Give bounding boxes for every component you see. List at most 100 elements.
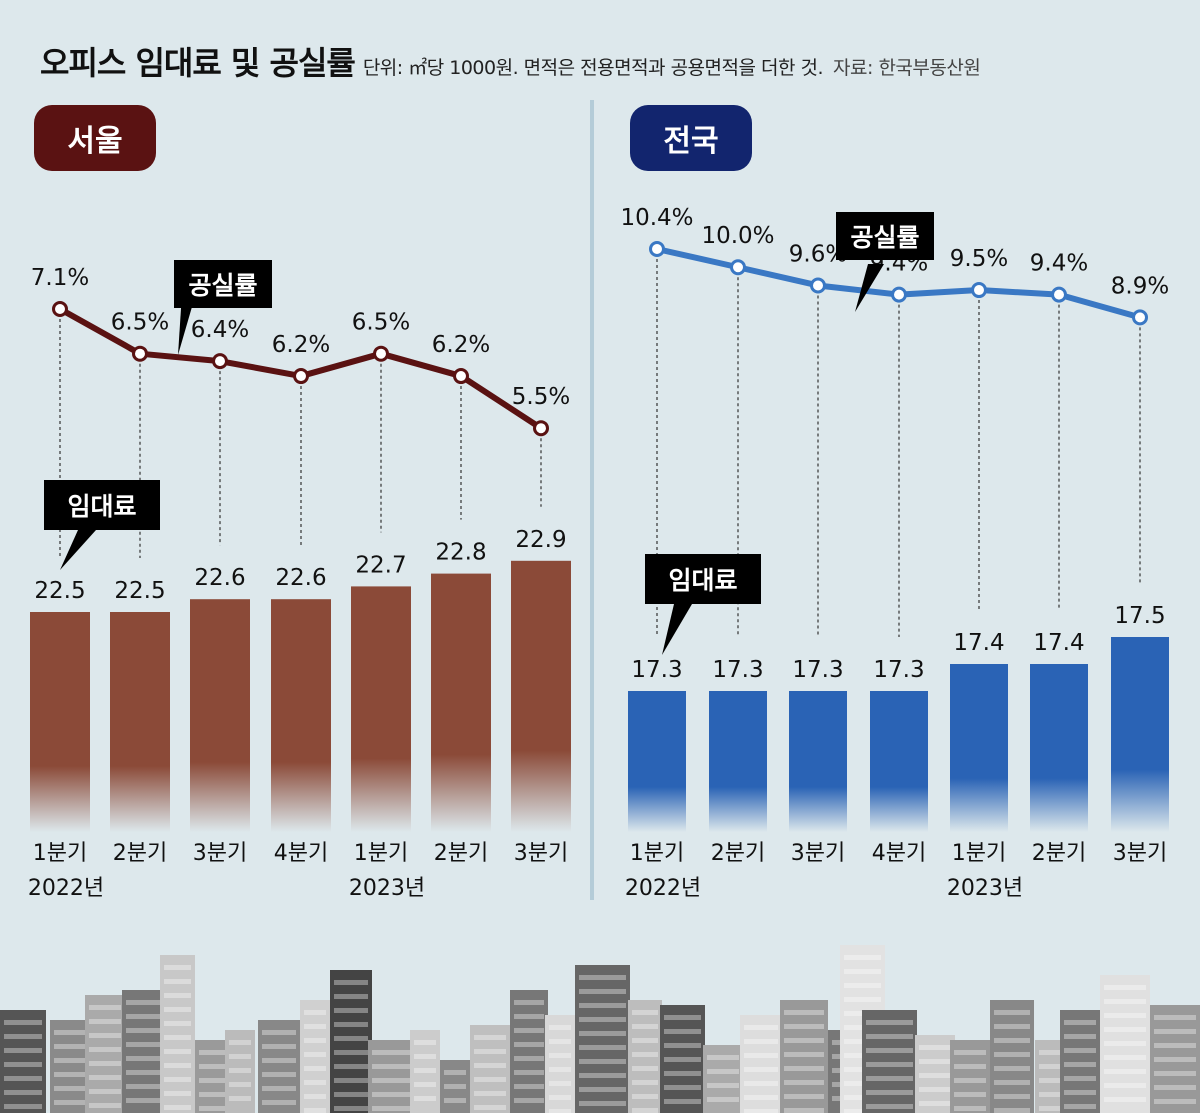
skyline-window-row — [514, 1028, 544, 1033]
rent-value-label: 22.5 — [34, 578, 85, 604]
quarter-tick-label: 1분기 — [33, 841, 87, 866]
skyline-window-row — [1154, 1085, 1196, 1090]
skyline-window-row — [89, 1061, 121, 1066]
skyline-window-row — [304, 1024, 326, 1029]
skyline-building — [990, 1000, 1034, 1113]
skyline-window-row — [579, 975, 626, 980]
skyline-window-row — [4, 1104, 42, 1109]
skyline-building — [410, 1030, 440, 1113]
city-skyline-illustration — [0, 945, 1200, 1113]
skyline-window-row — [1039, 1064, 1061, 1069]
skyline-window-row — [4, 1062, 42, 1067]
skyline-window-row — [1104, 999, 1146, 1004]
skyline-window-row — [1154, 1029, 1196, 1034]
skyline-window-row — [199, 1064, 225, 1069]
skyline-window-row — [866, 1048, 913, 1053]
skyline-window-row — [474, 1035, 506, 1040]
callout-pointer — [855, 264, 884, 312]
vacancy-point — [212, 353, 228, 370]
skyline-window-row — [164, 1021, 191, 1026]
vacancy-value-label: 9.5% — [950, 246, 1008, 272]
rent-bar — [1030, 664, 1088, 832]
skyline-window-row — [579, 1101, 626, 1106]
skyline-window-row — [1064, 1104, 1096, 1109]
vacancy-value-label: 6.2% — [432, 332, 490, 358]
skyline-window-row — [1154, 1071, 1196, 1076]
quarter-tick-label: 4분기 — [872, 841, 926, 866]
skyline-window-row — [549, 1067, 571, 1072]
skyline-window-row — [164, 1007, 191, 1012]
vacancy-point — [373, 345, 389, 362]
skyline-building — [160, 955, 195, 1113]
rent-value-label: 22.8 — [435, 540, 486, 566]
skyline-window-row — [866, 1020, 913, 1025]
skyline-window-row — [579, 1087, 626, 1092]
skyline-window-row — [4, 1034, 42, 1039]
vacancy-callout-box — [174, 260, 272, 308]
skyline-window-row — [664, 1057, 701, 1062]
year-tick-label: 2023년 — [349, 876, 425, 901]
rent-bar — [628, 691, 686, 832]
quarter-tick-label: 1분기 — [630, 841, 684, 866]
skyline-window-row — [304, 1108, 326, 1113]
vacancy-value-label: 6.5% — [111, 310, 169, 336]
skyline-window-row — [664, 1071, 701, 1076]
quarter-tick-label: 3분기 — [1113, 841, 1167, 866]
skyline-window-row — [1064, 1048, 1096, 1053]
skyline-window-row — [632, 1038, 658, 1043]
skyline-window-row — [4, 1020, 42, 1025]
skyline-window-row — [1154, 1015, 1196, 1020]
skyline-window-row — [1104, 1027, 1146, 1032]
skyline-window-row — [126, 1070, 170, 1075]
quarter-tick-label: 4분기 — [274, 841, 328, 866]
skyline-building — [660, 1005, 705, 1113]
skyline-window-row — [1039, 1078, 1061, 1083]
skyline-window-row — [54, 1086, 86, 1091]
rent-value-label: 22.9 — [515, 527, 566, 553]
quarter-tick-label: 3분기 — [193, 841, 247, 866]
skyline-window-row — [784, 1010, 824, 1015]
skyline-window-row — [1104, 1083, 1146, 1088]
skyline-window-row — [89, 1075, 121, 1080]
skyline-building — [703, 1045, 743, 1113]
skyline-window-row — [744, 1095, 778, 1100]
skyline-window-row — [784, 1038, 824, 1043]
skyline-window-row — [229, 1040, 251, 1045]
skyline-window-row — [164, 1063, 191, 1068]
rent-value-label: 17.3 — [631, 657, 682, 683]
skyline-window-row — [994, 1094, 1030, 1099]
skyline-window-row — [549, 1053, 571, 1058]
skyline-window-row — [262, 1044, 296, 1049]
skyline-window-row — [919, 1045, 951, 1050]
skyline-window-row — [664, 1029, 701, 1034]
skyline-window-row — [579, 1031, 626, 1036]
skyline-window-row — [164, 1091, 191, 1096]
unit-note: 단위: ㎡당 1000원. 면적은 전용면적과 공용면적을 더한 것. — [362, 57, 824, 79]
skyline-window-row — [1104, 1013, 1146, 1018]
skyline-window-row — [549, 1095, 571, 1100]
skyline-window-row — [954, 1050, 986, 1055]
quarter-tick-label: 2분기 — [711, 841, 765, 866]
skyline-window-row — [549, 1039, 571, 1044]
skyline-window-row — [54, 1100, 86, 1105]
skyline-window-row — [474, 1105, 506, 1110]
skyline-window-row — [744, 1025, 778, 1030]
skyline-window-row — [866, 1076, 913, 1081]
skyline-window-row — [664, 1015, 701, 1020]
skyline-window-row — [1064, 1034, 1096, 1039]
skyline-window-row — [164, 1105, 191, 1110]
rent-bar — [30, 612, 90, 832]
vacancy-point — [649, 241, 665, 257]
skyline-window-row — [1064, 1076, 1096, 1081]
skyline-window-row — [632, 1052, 658, 1057]
rent-value-label: 22.7 — [355, 552, 406, 578]
skyline-window-row — [334, 1050, 368, 1055]
rent-bar — [351, 586, 411, 832]
rent-bar — [110, 612, 170, 832]
rent-bar — [950, 664, 1008, 832]
skyline-window-row — [126, 1084, 170, 1089]
vacancy-point — [1132, 309, 1148, 326]
skyline-building — [950, 1040, 990, 1113]
skyline-window-row — [164, 1049, 191, 1054]
